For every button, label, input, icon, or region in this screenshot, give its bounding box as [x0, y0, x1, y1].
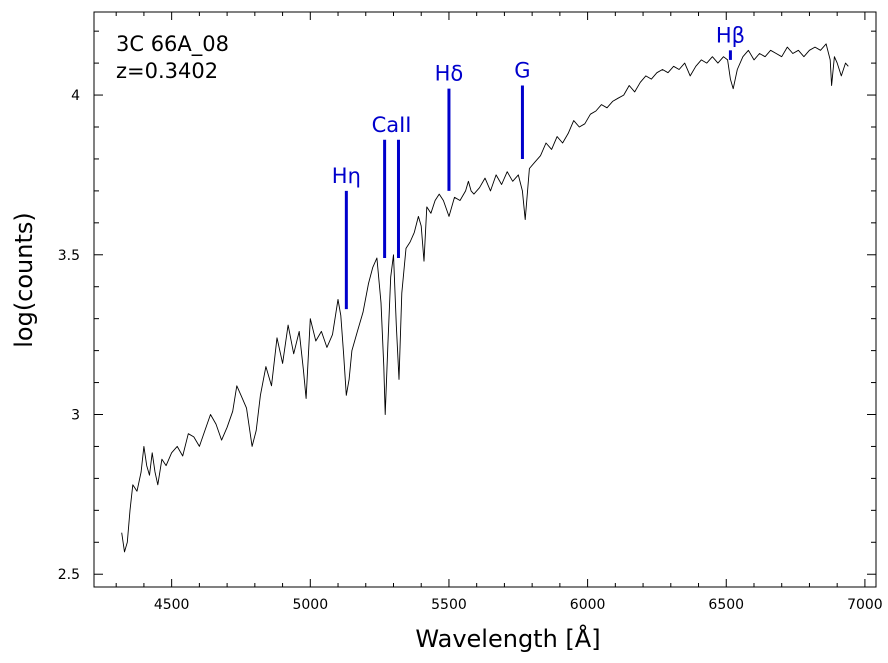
y-tick-label: 3.5 — [58, 248, 80, 264]
line-marker-label: Hβ — [716, 23, 745, 47]
object-name-annotation: 3C 66A_08 — [116, 32, 229, 57]
spectrum-line-0 — [121, 43, 849, 553]
x-axis-title: Wavelength [Å] — [415, 624, 600, 653]
axis-ticks: 4500 5000 5500 6000 6500 7000 2.5 3 3.5 4 — [58, 12, 883, 613]
line-marker-label: Hη — [332, 164, 361, 188]
y-tick-label: 4 — [71, 88, 80, 104]
spectral-line-markers: Hη CaII Hδ G Hβ — [332, 23, 745, 310]
x-tick-label: 5500 — [431, 597, 467, 613]
line-marker-label: Hδ — [435, 62, 464, 86]
x-tick-label: 4500 — [154, 597, 190, 613]
y-tick-label: 2.5 — [58, 567, 80, 583]
plot-frame — [93, 11, 877, 588]
x-tick-label: 7000 — [847, 597, 883, 613]
line-marker-label: CaII — [372, 113, 412, 137]
x-tick-label: 6000 — [570, 597, 606, 613]
redshift-annotation: z=0.3402 — [116, 59, 218, 83]
plot-area — [121, 43, 849, 553]
x-tick-label: 5000 — [292, 597, 328, 613]
y-tick-label: 3 — [71, 408, 80, 424]
y-axis-title: log(counts) — [10, 212, 38, 348]
x-tick-label: 6500 — [708, 597, 744, 613]
line-marker-label: G — [514, 58, 530, 82]
